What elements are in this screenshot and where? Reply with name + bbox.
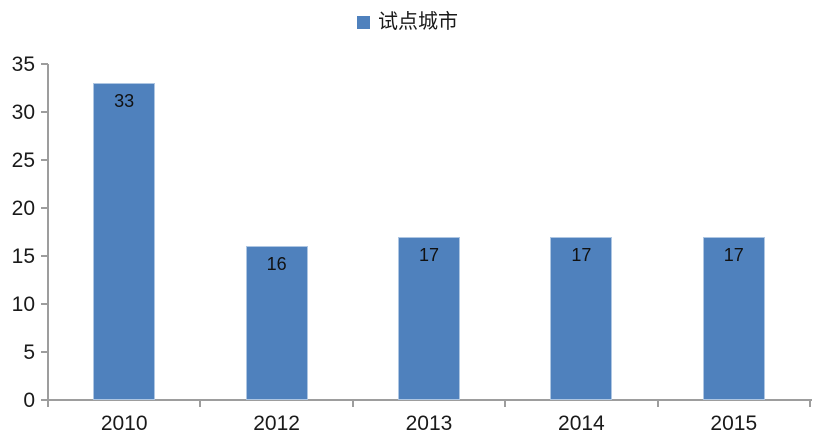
bar [245,246,308,400]
bar [702,236,765,400]
y-tick-mark [41,399,48,401]
legend-label: 试点城市 [378,11,458,33]
x-tick-label: 2012 [253,412,300,435]
y-tick-label: 20 [11,197,35,220]
y-tick-label: 5 [23,341,35,364]
x-tick-mark [351,400,354,407]
legend-swatch-icon [357,15,370,29]
y-tick-mark [41,303,48,305]
x-tick-label: 2013 [405,412,453,435]
y-tick-mark [41,159,48,161]
y-axis [47,64,49,400]
y-tick-label: 0 [23,389,35,412]
bar-value-label: 17 [571,244,592,265]
bar [550,236,613,400]
x-tick-label: 2010 [100,412,148,435]
bar-value-label: 17 [418,244,440,265]
x-tick-mark [504,400,507,407]
legend: 试点城市 [0,12,815,32]
bar [398,236,460,400]
x-tick-mark [809,400,811,407]
y-tick-mark [41,255,48,257]
bar-value-label: 17 [723,244,744,265]
y-tick-label: 25 [11,149,35,172]
bar-value-label: 33 [114,91,135,112]
bar-value-label: 16 [266,254,287,275]
bar [93,83,156,400]
y-tick-mark [41,63,48,65]
x-tick-mark [656,400,659,407]
y-tick-label: 35 [11,53,35,76]
y-tick-label: 10 [11,293,35,316]
y-tick-label: 30 [11,101,35,124]
y-tick-mark [41,351,48,353]
y-tick-label: 15 [11,245,35,268]
x-tick-mark [199,400,202,407]
y-tick-mark [41,207,48,209]
y-tick-mark [41,111,48,113]
x-tick-label: 2015 [710,412,758,435]
x-axis [41,399,812,401]
x-tick-label: 2014 [558,412,605,435]
x-tick-mark [47,400,49,407]
